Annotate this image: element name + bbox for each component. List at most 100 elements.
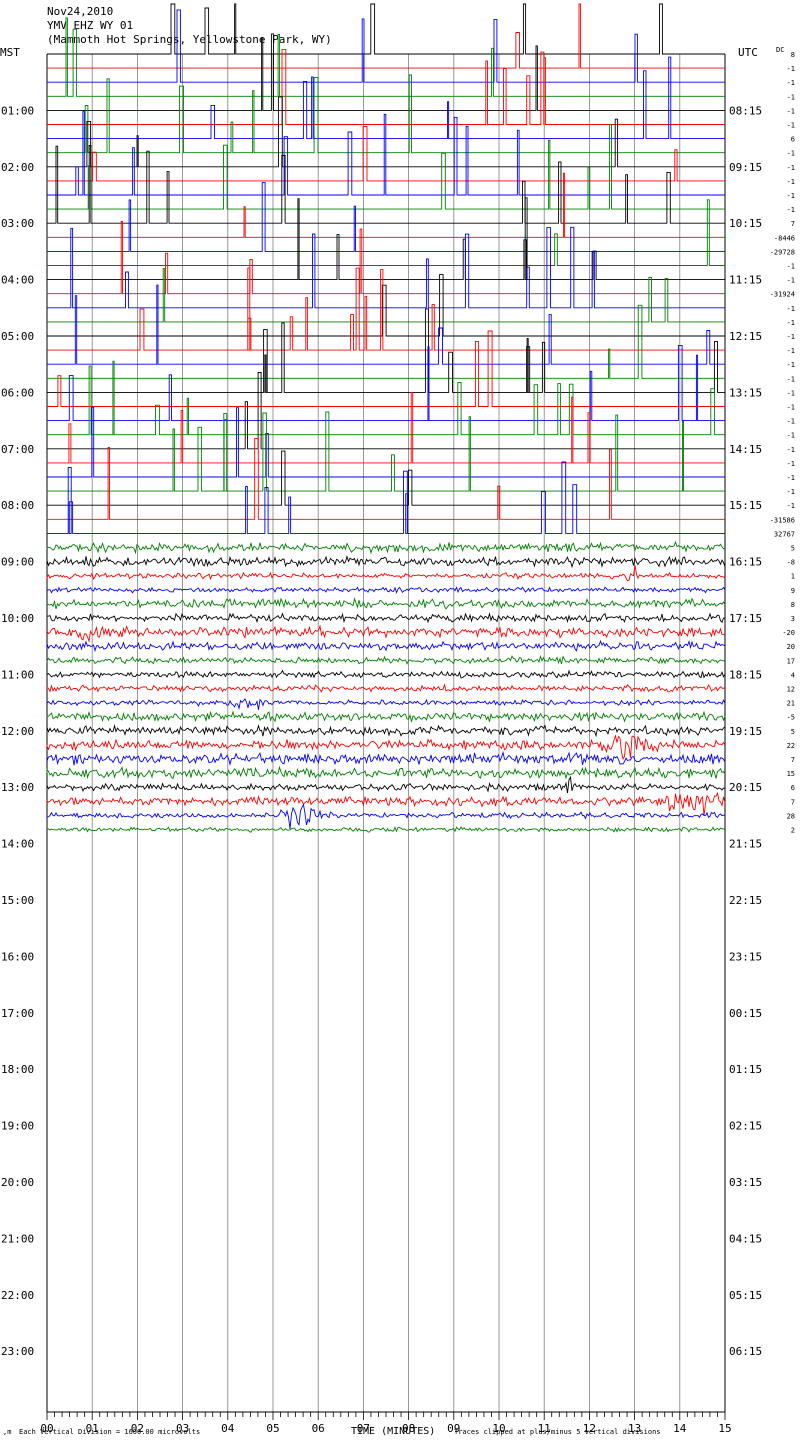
utc-label-14: 21:15 (729, 838, 762, 851)
footer-mark: ,m (3, 1428, 11, 1436)
utc-label-2: 09:15 (729, 161, 762, 174)
dc-offset-33: -1 (787, 502, 795, 510)
x-tick-label-12: 12 (583, 1422, 596, 1435)
utc-label-10: 17:15 (729, 612, 762, 625)
x-tick-label-07: 07 (357, 1422, 370, 1435)
header-station: YMV EHZ WY 01 (47, 19, 133, 32)
trace-line-45 (46, 669, 726, 679)
dc-offset-23: -1 (787, 361, 795, 369)
dc-offset-49: 5 (791, 728, 795, 736)
trace-line-31 (47, 406, 725, 478)
vertical-division-note: Each Vertical Division = 1600.00 microvo… (19, 1428, 200, 1436)
utc-label-23: 06:15 (729, 1345, 762, 1358)
mst-label-13: 13:00 (1, 781, 34, 794)
trace-line-48 (46, 710, 726, 723)
utc-label-11: 18:15 (729, 668, 762, 681)
trace-line-41 (46, 612, 726, 624)
trace-line-15 (47, 182, 725, 252)
dc-offset-52: 15 (787, 770, 795, 778)
trace-line-51 (46, 750, 726, 767)
mst-label-16: 16:00 (1, 950, 34, 963)
dc-offset-15: -29728 (770, 248, 795, 256)
trace-line-4 (47, 17, 725, 97)
dc-offset-46: 12 (787, 686, 795, 694)
trace-line-2 (47, 3, 725, 69)
x-tick-label-04: 04 (221, 1422, 235, 1435)
dc-offset-22: -1 (787, 347, 795, 355)
mst-label-12: 12:00 (1, 725, 34, 738)
dc-offset-17: -1 (787, 277, 795, 285)
seismic-traces (46, 3, 726, 833)
trace-line-26 (47, 330, 725, 407)
x-tick-label-11: 11 (538, 1422, 551, 1435)
dc-offset-9: -1 (787, 164, 795, 172)
mst-label-9: 09:00 (1, 556, 34, 569)
mst-label-10: 10:00 (1, 612, 34, 625)
x-tick-label-15: 15 (718, 1422, 731, 1435)
mst-label-15: 15:00 (1, 894, 34, 907)
dc-offset-21: -1 (787, 333, 795, 341)
trace-line-33 (47, 450, 725, 506)
dc-offset-47: 21 (787, 700, 795, 708)
trace-line-49 (46, 724, 726, 738)
dc-offset-35: 32767 (774, 530, 795, 538)
utc-label-13: 20:15 (729, 781, 762, 794)
dc-offset-1: 8 (791, 51, 795, 59)
mst-label-17: 17:00 (1, 1007, 34, 1020)
dc-offset-54: 7 (791, 798, 795, 806)
dc-offset-25: -1 (787, 389, 795, 397)
mst-label-11: 11:00 (1, 668, 34, 681)
trace-line-46 (46, 683, 726, 693)
dc-offset-28: -1 (787, 432, 795, 440)
mst-label-14: 14:00 (1, 838, 34, 851)
trace-line-30 (47, 392, 725, 464)
hour-labels: 01:00 02:00 03:00 04:00 05:00 06:00 07:00 08:00… (1, 104, 762, 1358)
mst-label-5: 05:00 (1, 330, 34, 343)
trace-line-16 (47, 199, 725, 266)
dc-offset-5: -1 (787, 107, 795, 115)
dc-offset-11: -1 (787, 192, 795, 200)
dc-offset-19: -1 (787, 305, 795, 313)
mst-label-1: 01:00 (1, 104, 34, 117)
dc-offset-50: 22 (787, 742, 795, 750)
trace-line-14 (47, 172, 725, 238)
dc-offset-51: 7 (791, 756, 795, 764)
dc-offset-24: -1 (787, 375, 795, 383)
dc-offset-38: 1 (791, 573, 795, 581)
dc-offset-48: -5 (787, 714, 795, 722)
dc-offset-36: 5 (791, 545, 795, 553)
dc-offset-12: -1 (787, 206, 795, 214)
x-tick-label-10: 10 (492, 1422, 505, 1435)
trace-line-28 (47, 360, 725, 436)
dc-offset-16: -1 (787, 263, 795, 271)
dc-offset-4: -1 (787, 93, 795, 101)
trace-line-34 (47, 437, 725, 520)
x-tick-label-03: 03 (176, 1422, 189, 1435)
dc-offset-44: 17 (787, 657, 795, 665)
dc-header: DC (776, 46, 784, 54)
utc-label-7: 14:15 (729, 443, 762, 456)
dc-offset-45: 4 (791, 671, 795, 679)
trace-line-19 (47, 226, 725, 309)
header-date: Nov24,2010 (47, 5, 113, 18)
trace-line-23 (47, 284, 725, 365)
trace-line-38 (46, 565, 726, 582)
mst-label-22: 22:00 (1, 1289, 34, 1302)
trace-line-50 (46, 734, 726, 761)
dc-offset-6: -1 (787, 122, 795, 130)
dc-offset-14: -8446 (774, 234, 795, 242)
dc-offset-10: -1 (787, 178, 795, 186)
dc-offset-labels: 8 -1 -1 -1 -1 -1 6 -1 -1 -1 -1 -1 7 -8446 -29728 -1 -1 -3… (770, 51, 795, 835)
mst-label-7: 07:00 (1, 443, 34, 456)
dc-offset-27: -1 (787, 418, 795, 426)
trace-line-55 (46, 803, 726, 829)
trace-line-21 (47, 274, 725, 337)
dc-offset-31: -1 (787, 474, 795, 482)
trace-line-3 (47, 9, 725, 83)
dc-offset-39: 9 (791, 587, 795, 595)
dc-offset-18: -31924 (770, 291, 795, 299)
trace-line-32 (47, 411, 725, 492)
utc-label-18: 01:15 (729, 1063, 762, 1076)
dc-offset-41: 3 (791, 615, 795, 623)
